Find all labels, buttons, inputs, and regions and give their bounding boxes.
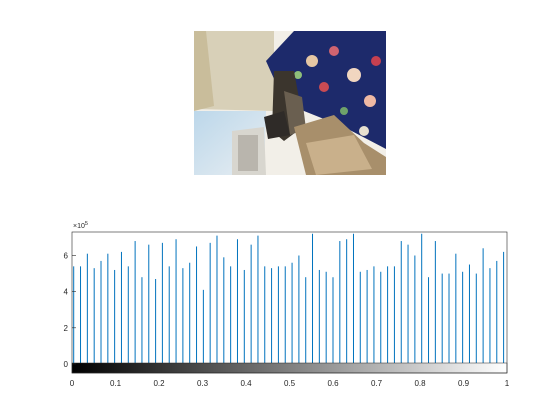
x-axis: 0 0.1 0.2 0.3 0.4 0.5 0.6 0.7 0.8 0.9 1 — [70, 379, 510, 388]
x-tick-label: 1 — [505, 379, 510, 388]
x-tick-label: 0.2 — [153, 379, 165, 388]
x-tick-label: 0.4 — [240, 379, 252, 388]
x-tick-label: 0.7 — [371, 379, 383, 388]
y-tick-label: 4 — [64, 288, 69, 297]
histogram-bars — [74, 234, 504, 364]
x-tick-label: 0.6 — [327, 379, 339, 388]
grayscale-colorbar — [72, 363, 507, 373]
x-tick-label: 0.3 — [197, 379, 209, 388]
y-tick-label: 6 — [64, 252, 69, 261]
x-tick-label: 0.9 — [458, 379, 470, 388]
x-tick-label: 0 — [70, 379, 75, 388]
x-tick-label: 0.1 — [110, 379, 122, 388]
y-tick-label: 0 — [64, 360, 69, 369]
x-tick-label: 0.8 — [414, 379, 426, 388]
y-exponent-label: ×105 — [73, 221, 88, 230]
y-tick-label: 2 — [64, 324, 69, 333]
x-tick-label: 0.5 — [284, 379, 296, 388]
